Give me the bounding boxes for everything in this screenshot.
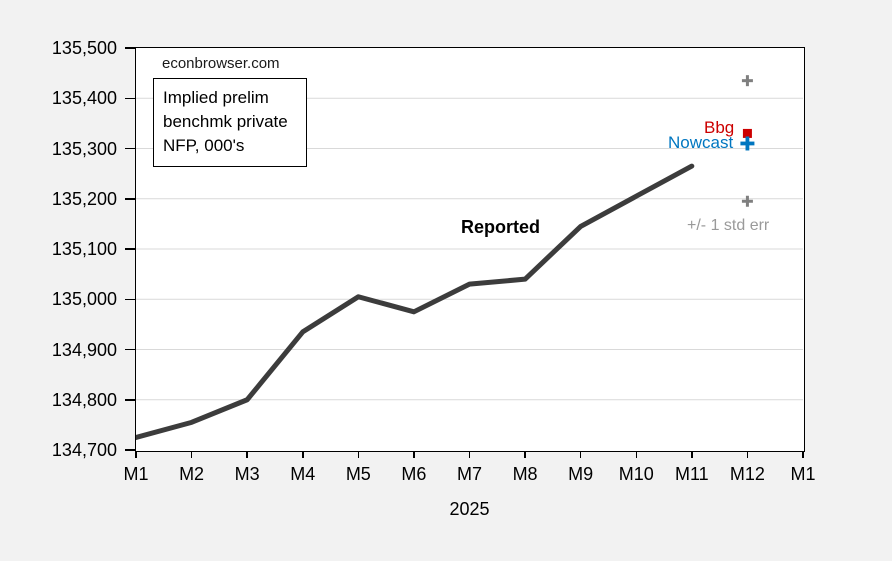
series-label-stderr: +/- 1 std err xyxy=(687,217,770,234)
stderr-plus-marker xyxy=(741,195,753,207)
reported-line xyxy=(136,163,695,440)
x-tick-mark xyxy=(746,451,749,458)
x-tick-label: M2 xyxy=(179,464,205,484)
x-tick-label: M8 xyxy=(512,464,538,484)
y-tick-mark xyxy=(125,298,135,300)
x-tick-label: M12 xyxy=(729,464,765,484)
x-axis-title: 2025 xyxy=(449,499,490,519)
x-tick-mark xyxy=(190,451,193,458)
x-tick-label: M10 xyxy=(618,464,654,484)
watermark-text: econbrowser.com xyxy=(162,55,280,72)
x-tick-mark xyxy=(302,451,304,458)
x-tick-label: M3 xyxy=(234,464,260,484)
x-tick-mark xyxy=(357,451,360,458)
y-tick-label: 135,200 xyxy=(51,188,117,209)
title-line-1: Implied prelim xyxy=(163,88,269,107)
x-tick-label: M11 xyxy=(674,464,709,484)
series-label-nowcast: Nowcast xyxy=(668,133,734,152)
y-tick-mark xyxy=(125,47,135,49)
title-line-3: NFP, 000's xyxy=(163,136,245,155)
x-tick-label: M6 xyxy=(401,464,427,484)
x-tick-label: M1 xyxy=(790,464,816,484)
series-label-bbg: Bbg xyxy=(704,118,735,137)
y-tick-label: 135,100 xyxy=(51,239,117,259)
x-tick-label: M1 xyxy=(123,464,149,484)
y-tick-label: 135,000 xyxy=(51,289,117,310)
stderr-plus-marker xyxy=(741,75,753,87)
y-tick-label: 134,900 xyxy=(51,339,117,360)
x-tick-mark xyxy=(524,451,526,458)
y-tick-label: 135,400 xyxy=(51,88,117,109)
y-tick-label: 135,500 xyxy=(51,38,117,58)
x-tick-mark xyxy=(246,451,248,458)
y-tick-label: 134,700 xyxy=(51,440,117,460)
series-label-reported: Reported xyxy=(461,217,541,237)
y-tick-mark xyxy=(125,147,135,150)
x-tick-label: M7 xyxy=(456,464,482,484)
y-tick-label: 135,300 xyxy=(51,138,117,159)
x-tick-mark xyxy=(691,451,693,458)
x-tick-mark xyxy=(802,451,804,458)
x-tick-mark xyxy=(413,451,415,458)
plot-svg xyxy=(136,75,803,440)
x-tick-mark xyxy=(635,451,637,458)
title-line-2: benchmk private xyxy=(163,112,288,131)
y-tick-mark xyxy=(125,97,135,99)
chart-title-box: Implied prelim benchmk private NFP, 000'… xyxy=(153,78,307,167)
x-tick-mark xyxy=(468,451,471,458)
y-tick-mark xyxy=(125,399,135,401)
y-tick-label: 134,800 xyxy=(51,389,117,410)
x-tick-mark xyxy=(579,451,582,458)
x-tick-label: M4 xyxy=(290,464,316,484)
y-tick-mark xyxy=(125,198,135,200)
bbg-square-marker xyxy=(742,128,752,138)
y-tick-mark xyxy=(125,348,135,351)
y-tick-mark xyxy=(125,449,135,451)
x-tick-label: M5 xyxy=(345,464,371,484)
x-tick-mark xyxy=(135,451,137,458)
x-tick-label: M9 xyxy=(568,464,594,484)
y-tick-mark xyxy=(125,248,135,250)
nowcast-cross-marker xyxy=(740,136,755,151)
